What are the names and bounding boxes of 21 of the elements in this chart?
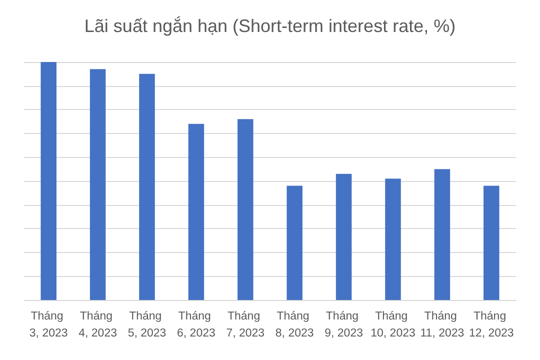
bar (188, 124, 204, 300)
x-tick-label: Tháng 5, 2023 (128, 310, 166, 340)
x-tick-label: Tháng 3, 2023 (29, 310, 68, 340)
x-tick-label: Tháng 8, 2023 (275, 310, 314, 340)
bar (238, 119, 254, 300)
bar (139, 74, 155, 300)
x-tick-label: Tháng 12, 2023 (469, 310, 514, 340)
x-tick-label: Tháng 7, 2023 (226, 310, 265, 340)
bar (385, 178, 401, 300)
bar (90, 69, 106, 300)
bar (484, 186, 500, 300)
bar (286, 186, 302, 300)
x-tick-label: Tháng 9, 2023 (324, 310, 363, 340)
chart-title: Lãi suất ngắn hạn (Short-term interest rate, %) (84, 16, 456, 36)
x-tick-label: Tháng 4, 2023 (78, 310, 117, 340)
x-tick-label: Tháng 11, 2023 (420, 310, 464, 340)
bar (40, 62, 56, 300)
bar (336, 174, 352, 300)
x-tick-label: Tháng 6, 2023 (177, 310, 216, 340)
x-tick-label: Tháng 10, 2023 (370, 310, 416, 340)
bar (434, 169, 450, 300)
